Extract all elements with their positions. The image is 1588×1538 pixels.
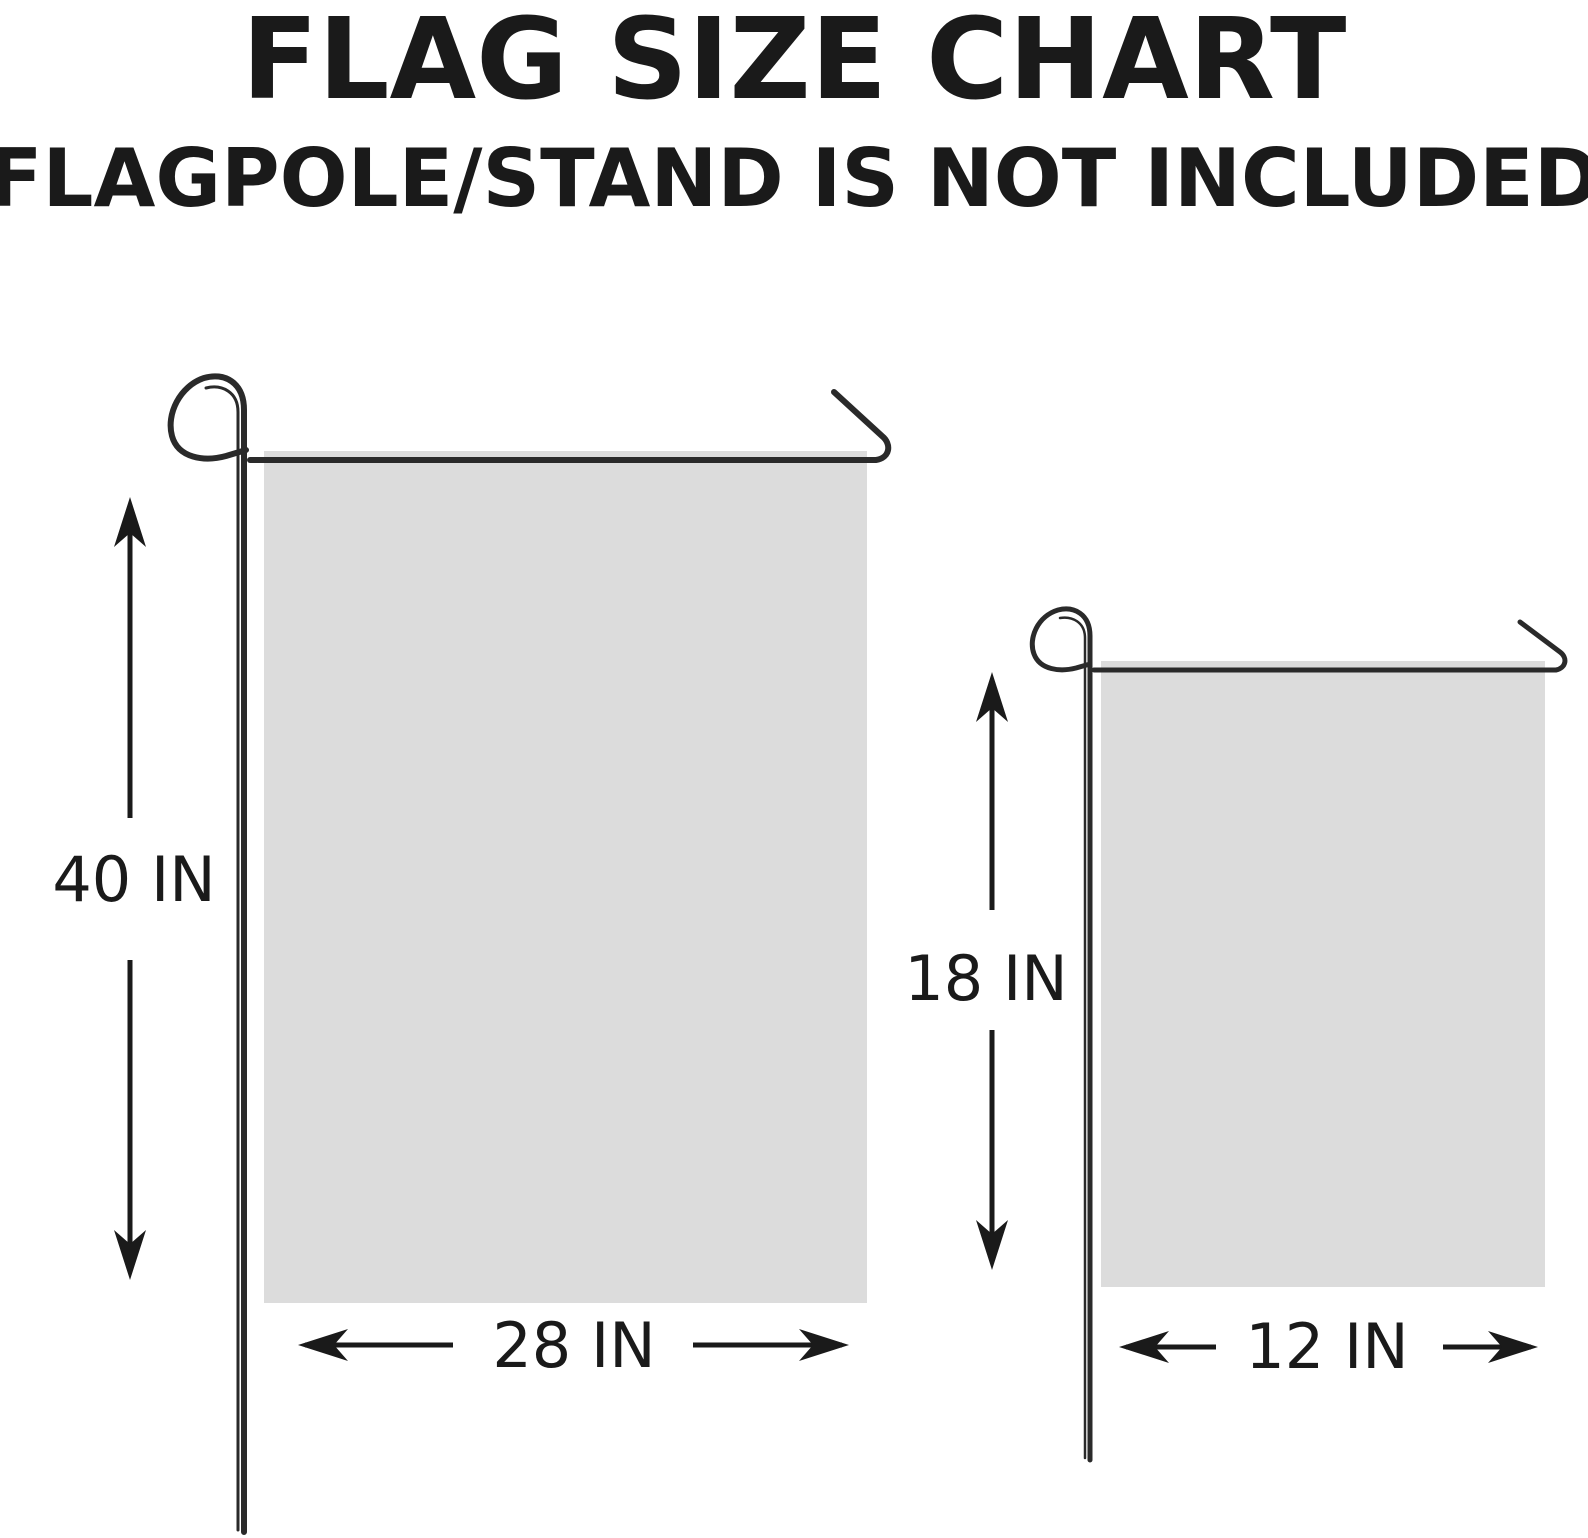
small-width-arrow <box>1119 1331 1538 1363</box>
large-width-arrow <box>298 1329 849 1361</box>
large-height-label: 40 IN <box>52 843 215 916</box>
large-flagpole-inner-icon <box>204 385 240 1532</box>
small-flag-panel <box>1101 661 1545 1287</box>
small-height-arrow <box>976 672 1008 1270</box>
large-flagpole-icon <box>167 373 892 1535</box>
large-flag-group: 40 IN 28 IN <box>52 373 892 1535</box>
large-width-label: 28 IN <box>492 1309 655 1382</box>
small-height-label: 18 IN <box>904 942 1067 1015</box>
large-height-arrow <box>114 497 146 1280</box>
small-flagpole-inner-icon <box>1058 616 1087 1460</box>
large-flag-panel <box>264 451 867 1303</box>
small-width-label: 12 IN <box>1245 1310 1408 1383</box>
small-flagpole-icon <box>1029 606 1568 1463</box>
chart-subtitle: (FLAGPOLE/STAND IS NOT INCLUDED) <box>0 132 1588 225</box>
small-flag-group: 18 IN 12 IN <box>904 606 1568 1463</box>
chart-title: FLAG SIZE CHART <box>242 0 1347 125</box>
